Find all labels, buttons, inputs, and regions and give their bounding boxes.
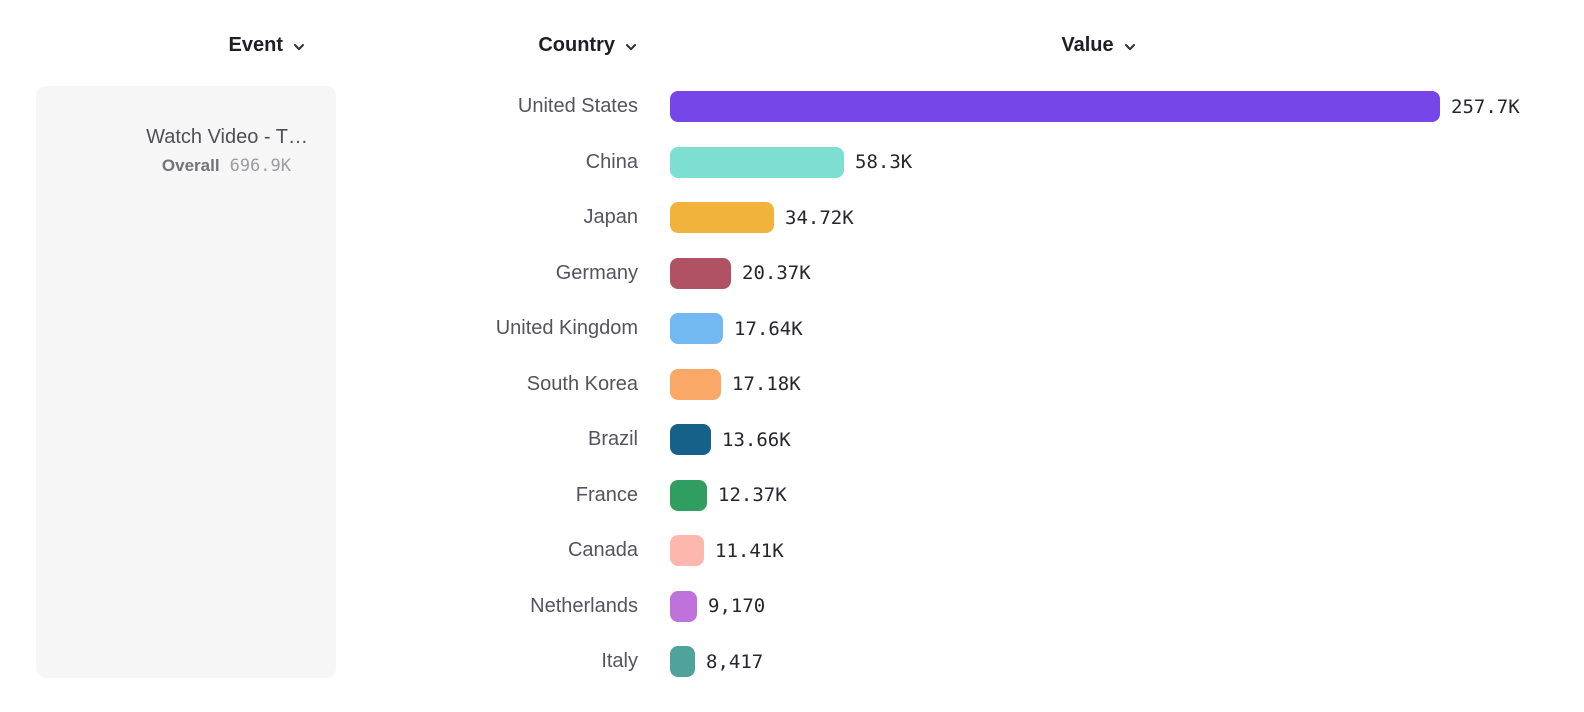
value-label: 8,417 xyxy=(706,650,764,673)
chart-row: Japan 34.72K xyxy=(336,190,1584,246)
bar-cell: 9,170 xyxy=(670,590,766,622)
bar-cell: 257.7K xyxy=(670,91,1520,123)
value-bar[interactable] xyxy=(670,424,711,456)
country-label: France xyxy=(575,483,638,506)
value-bar[interactable] xyxy=(670,535,704,567)
chart-row: Brazil 13.66K xyxy=(336,412,1584,468)
bar-cell: 8,417 xyxy=(670,646,764,678)
bar-cell: 13.66K xyxy=(670,424,791,456)
country-label: Canada xyxy=(567,539,638,562)
event-card[interactable]: Watch Video - T… Overall 696.9K xyxy=(36,86,336,678)
value-bar[interactable] xyxy=(670,202,774,234)
value-bar[interactable] xyxy=(670,257,731,289)
value-bar[interactable] xyxy=(670,313,723,345)
country-label: Germany xyxy=(555,261,638,284)
bar-cell: 17.64K xyxy=(670,313,803,345)
country-label: Netherlands xyxy=(530,594,638,617)
chevron-down-icon xyxy=(294,44,304,51)
bar-cell: 12.37K xyxy=(670,479,787,511)
value-label: 34.72K xyxy=(785,206,854,229)
overall-label: Overall xyxy=(161,156,220,175)
country-label: Italy xyxy=(601,650,638,673)
country-label: Japan xyxy=(583,206,639,229)
chart-row: France 12.37K xyxy=(336,468,1584,524)
country-label: China xyxy=(585,150,638,173)
country-label: South Korea xyxy=(526,372,638,395)
chart-row: Canada 11.41K xyxy=(336,523,1584,579)
value-label: 17.64K xyxy=(734,317,803,340)
country-label: United Kingdom xyxy=(495,317,638,340)
chart-row: United Kingdom 17.64K xyxy=(336,301,1584,357)
value-label: 12.37K xyxy=(718,484,787,507)
value-label: 257.7K xyxy=(1451,95,1520,118)
overall-value: 696.9K xyxy=(229,156,291,176)
value-bar[interactable] xyxy=(670,146,844,178)
country-label: Brazil xyxy=(587,428,638,451)
value-column-dropdown[interactable]: Value xyxy=(670,34,1528,57)
chart-row: Italy 8,417 xyxy=(336,634,1584,690)
chevron-down-icon xyxy=(1124,44,1135,51)
bar-cell: 17.18K xyxy=(670,368,801,400)
event-column-dropdown[interactable]: Event xyxy=(0,34,306,57)
value-label: 13.66K xyxy=(722,428,791,451)
bar-cell: 11.41K xyxy=(670,535,784,567)
event-name: Watch Video - T… xyxy=(146,126,308,148)
value-bar[interactable] xyxy=(670,646,695,678)
country-column-dropdown[interactable]: Country xyxy=(336,34,638,57)
chevron-down-icon xyxy=(626,44,636,51)
country-column-label: Country xyxy=(538,34,615,56)
value-column-label: Value xyxy=(1061,34,1114,56)
country-label: United States xyxy=(517,95,638,118)
chart-row: South Korea 17.18K xyxy=(336,357,1584,413)
value-label: 9,170 xyxy=(708,595,766,618)
bar-cell: 20.37K xyxy=(670,257,811,289)
chart-row: Netherlands 9,170 xyxy=(336,579,1584,635)
value-label: 17.18K xyxy=(732,373,801,396)
chart-row: United States 257.7K xyxy=(336,79,1584,135)
value-bar[interactable] xyxy=(670,368,721,400)
bar-cell: 34.72K xyxy=(670,202,854,234)
value-bar[interactable] xyxy=(670,479,707,511)
value-label: 20.37K xyxy=(742,262,811,285)
value-bar[interactable] xyxy=(670,91,1440,123)
event-overall-row: Overall 696.9K xyxy=(36,156,336,176)
event-column-label: Event xyxy=(228,34,283,56)
country-bar-chart: United States 257.7K China 58.3K Japan 34.72K… xyxy=(336,79,1584,690)
bar-cell: 58.3K xyxy=(670,146,913,178)
value-bar[interactable] xyxy=(670,590,697,622)
value-label: 11.41K xyxy=(715,539,784,562)
value-label: 58.3K xyxy=(855,151,913,174)
chart-row: Germany 20.37K xyxy=(336,246,1584,302)
chart-row: China 58.3K xyxy=(336,135,1584,191)
